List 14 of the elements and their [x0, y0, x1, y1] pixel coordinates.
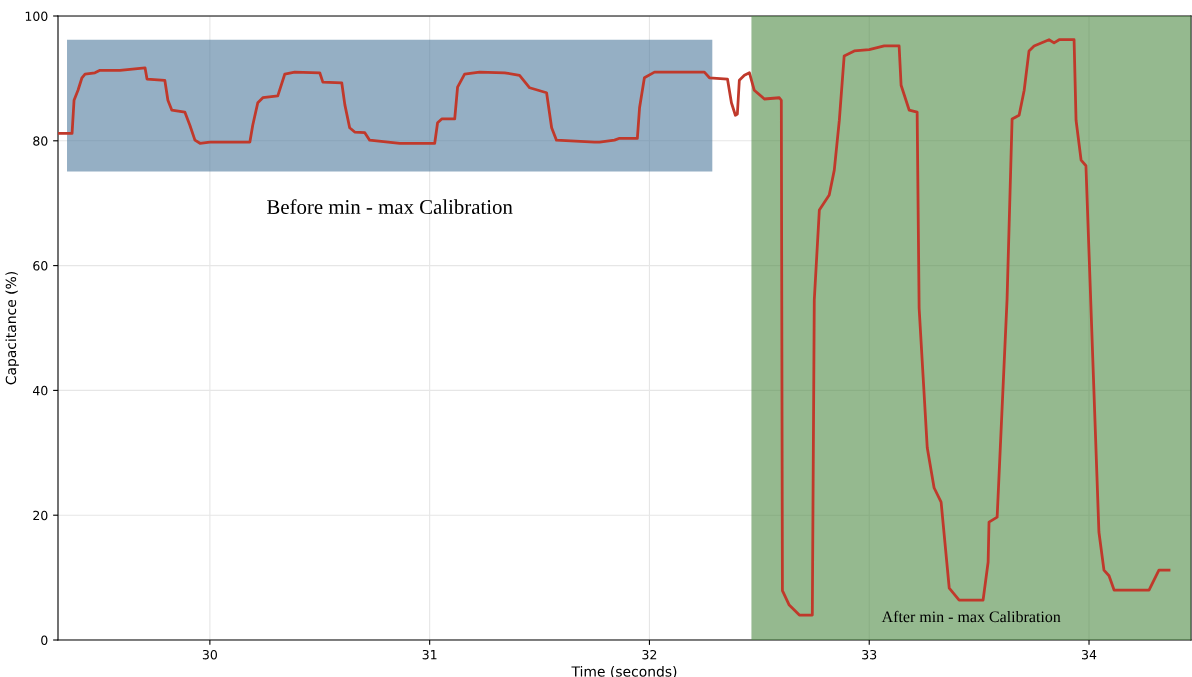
band-label: Before min - max Calibration	[267, 199, 513, 215]
y-tick-label: 80	[33, 136, 48, 146]
y-tick-label: 100	[25, 11, 48, 21]
y-tick-label: 0	[41, 635, 48, 645]
x-tick-label: 34	[1082, 649, 1097, 660]
x-tick-label: 33	[862, 649, 877, 660]
y-tick-label: 20	[33, 510, 48, 521]
x-tick-label: 31	[422, 649, 437, 660]
y-tick-label: 40	[32, 385, 48, 396]
band-label: After min - max Calibration	[881, 610, 1061, 623]
x-tick-label: 32	[642, 649, 657, 660]
y-axis-title: Capacitance (%)	[5, 271, 19, 385]
y-tick-label: 60	[33, 261, 48, 271]
x-tick-label: 30	[202, 649, 217, 660]
